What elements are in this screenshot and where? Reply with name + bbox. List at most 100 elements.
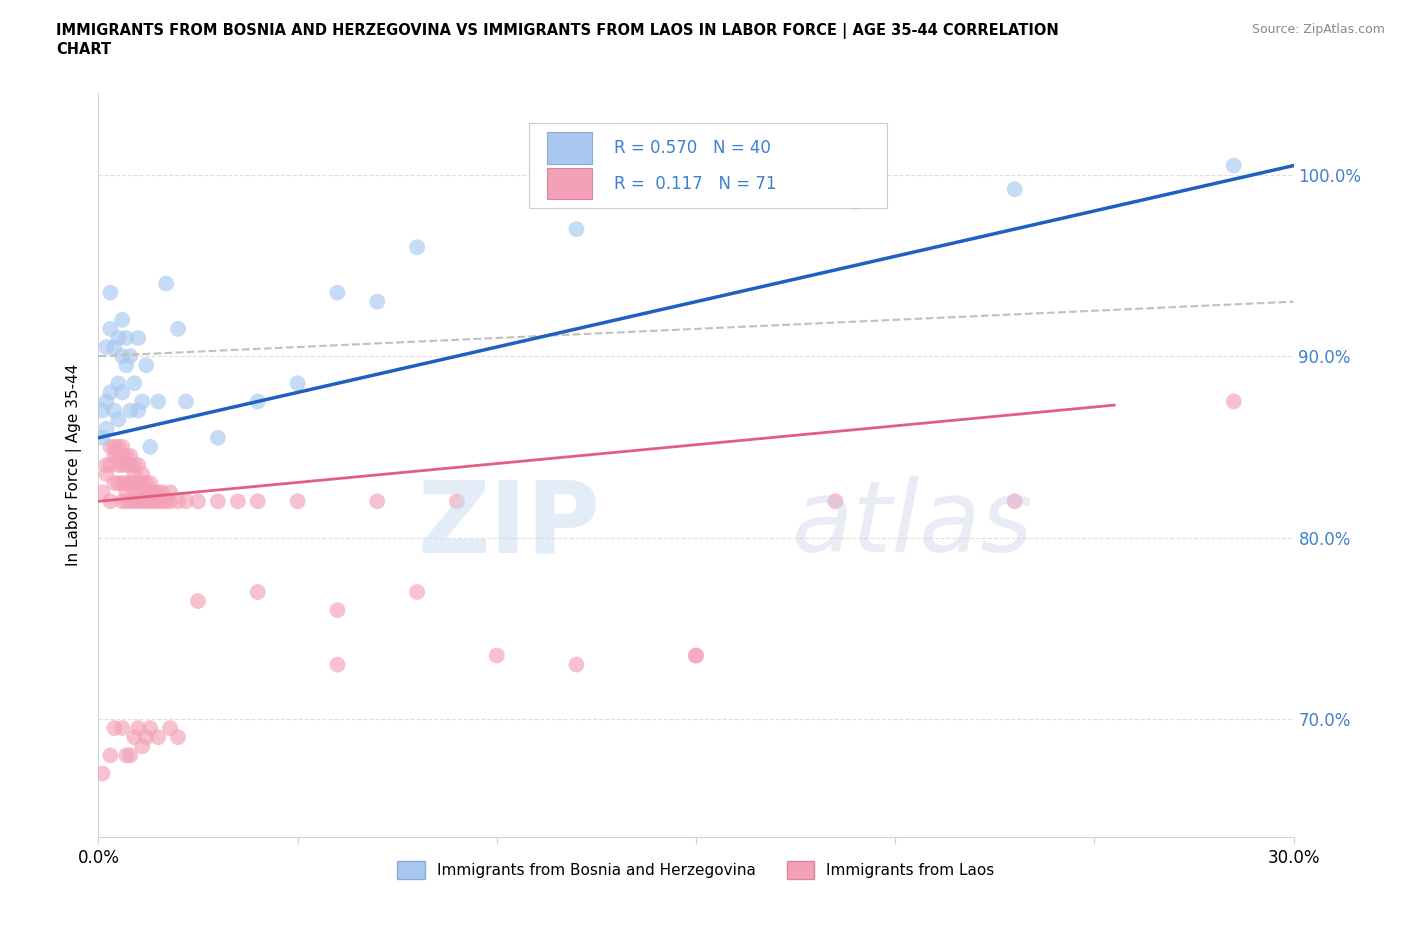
Point [1223, 158, 1246, 173]
Point [111, 385, 134, 400]
Point [287, 494, 309, 509]
Point [120, 403, 142, 418]
Point [174, 394, 197, 409]
Point [107, 439, 129, 454]
Point [131, 485, 153, 499]
Point [111, 439, 134, 454]
Point [143, 494, 166, 509]
Point [246, 585, 269, 600]
Point [115, 330, 138, 345]
Point [1004, 181, 1026, 196]
Text: ZIP: ZIP [418, 476, 600, 573]
Point [150, 485, 173, 499]
Point [120, 494, 142, 509]
Point [98, 286, 122, 300]
Point [287, 376, 309, 391]
Point [167, 322, 190, 337]
Point [124, 458, 146, 472]
Point [107, 476, 129, 491]
Point [115, 494, 138, 509]
Point [127, 330, 149, 345]
Point [131, 738, 153, 753]
Point [135, 730, 157, 745]
Point [96, 421, 118, 436]
Point [103, 439, 125, 454]
Legend: Immigrants from Bosnia and Herzegovina, Immigrants from Laos: Immigrants from Bosnia and Herzegovina, … [391, 856, 1001, 885]
Point [115, 448, 138, 463]
Point [1223, 394, 1246, 409]
Point [135, 476, 157, 491]
Point [91, 485, 114, 499]
Point [135, 494, 157, 509]
Point [148, 730, 170, 745]
Point [127, 494, 149, 509]
Point [326, 658, 349, 672]
Point [139, 476, 162, 491]
Point [226, 494, 249, 509]
Point [91, 403, 114, 418]
Point [366, 294, 388, 309]
Point [98, 494, 122, 509]
Point [107, 412, 129, 427]
Point [155, 276, 177, 291]
Point [124, 467, 146, 482]
Point [139, 439, 162, 454]
Point [187, 494, 209, 509]
Point [120, 448, 142, 463]
Point [98, 458, 122, 472]
Point [139, 721, 162, 736]
Text: CHART: CHART [56, 42, 111, 57]
Point [159, 494, 181, 509]
Point [135, 485, 157, 499]
Point [103, 403, 125, 418]
Point [406, 585, 429, 600]
Point [207, 431, 229, 445]
Point [366, 494, 388, 509]
Point [159, 721, 181, 736]
Point [111, 458, 134, 472]
Point [685, 648, 707, 663]
Point [107, 330, 129, 345]
Point [115, 485, 138, 499]
Point [124, 494, 146, 509]
Point [167, 730, 190, 745]
Point [115, 748, 138, 763]
Point [155, 494, 177, 509]
Point [326, 286, 349, 300]
Point [120, 458, 142, 472]
Point [131, 476, 153, 491]
Point [565, 221, 588, 236]
Point [159, 485, 181, 499]
Point [98, 385, 122, 400]
Point [120, 349, 142, 364]
Point [131, 394, 153, 409]
Point [91, 431, 114, 445]
Point [406, 240, 429, 255]
Point [127, 476, 149, 491]
Text: atlas: atlas [792, 476, 1033, 573]
Point [96, 339, 118, 354]
Point [98, 322, 122, 337]
Point [148, 394, 170, 409]
Point [139, 485, 162, 499]
Point [150, 494, 173, 509]
Point [111, 721, 134, 736]
Point [107, 448, 129, 463]
Point [103, 721, 125, 736]
Bar [547, 132, 592, 164]
Point [148, 485, 170, 499]
Point [174, 494, 197, 509]
Point [111, 476, 134, 491]
Point [96, 394, 118, 409]
Point [107, 376, 129, 391]
Point [124, 376, 146, 391]
Point [246, 494, 269, 509]
Point [246, 394, 269, 409]
Point [135, 358, 157, 373]
Point [124, 485, 146, 499]
Point [824, 494, 846, 509]
Point [485, 648, 508, 663]
Point [96, 458, 118, 472]
Point [120, 748, 142, 763]
Point [446, 494, 468, 509]
